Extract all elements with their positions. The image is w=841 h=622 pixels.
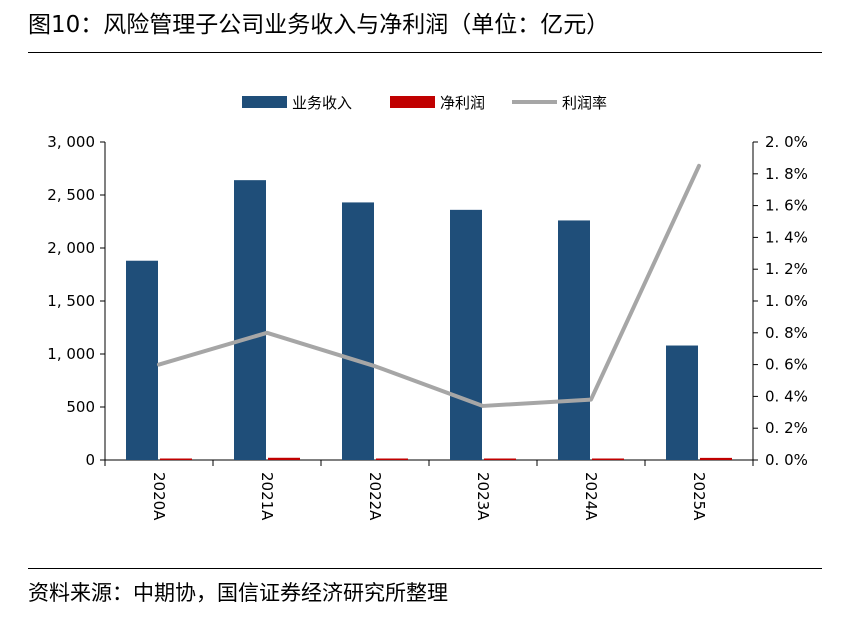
- right-tick-label: 1. 4%: [765, 228, 808, 246]
- right-tick-label: 0. 0%: [765, 451, 808, 469]
- left-tick-label: 3, 000: [47, 133, 95, 151]
- left-tick-label: 0: [85, 451, 95, 469]
- legend-swatch-1: [390, 96, 435, 108]
- legend-label-0: 业务收入: [292, 94, 352, 112]
- source-note: 资料来源：中期协，国信证券经济研究所整理: [28, 581, 448, 605]
- source-rule: [28, 568, 822, 569]
- right-tick-label: 0. 8%: [765, 324, 808, 342]
- bar-revenue-2022A: [342, 202, 374, 461]
- bar-profit-2025A: [700, 457, 732, 460]
- left-tick-label: 2, 000: [47, 239, 95, 257]
- right-tick-label: 1. 6%: [765, 197, 808, 215]
- chart: 业务收入 净利润 利润率 0 500 1, 000 1, 500 2, 000 2, 500 3,…: [47, 94, 808, 521]
- bar-revenue-2024A: [558, 220, 590, 460]
- right-tick-label: 0. 4%: [765, 387, 808, 405]
- bar-profit-2022A: [376, 458, 408, 460]
- legend-swatch-0: [242, 96, 287, 108]
- right-tick-label: 0. 6%: [765, 356, 808, 374]
- right-tick-label: 1. 8%: [765, 165, 808, 183]
- line-margin: [157, 163, 701, 408]
- bar-profit-2024A: [592, 458, 624, 460]
- bar-revenue-2023A: [450, 209, 482, 460]
- left-tick-label: 1, 000: [47, 345, 95, 363]
- bar-profit-2020A: [160, 458, 192, 460]
- x-tick-label: 2025A: [690, 472, 708, 521]
- right-tick-label: 1. 0%: [765, 292, 808, 310]
- bar-profit-2023A: [484, 458, 516, 460]
- chart-title: 图10：风险管理子公司业务收入与净利润（单位：亿元）: [28, 12, 610, 38]
- left-tick-label: 1, 500: [47, 292, 95, 310]
- x-tick-label: 2022A: [366, 472, 384, 521]
- x-tick-label: 2023A: [474, 472, 492, 521]
- x-tick-label: 2024A: [582, 472, 600, 521]
- legend-label-1: 净利润: [440, 94, 485, 112]
- x-tick-label: 2021A: [258, 472, 276, 521]
- bar-revenue-2020A: [126, 260, 158, 460]
- right-tick-label: 2. 0%: [765, 133, 808, 151]
- left-tick-label: 2, 500: [47, 186, 95, 204]
- bar-profit-2021A: [268, 457, 300, 460]
- right-tick-label: 1. 2%: [765, 260, 808, 278]
- title-rule: [28, 52, 822, 53]
- bar-revenue-2025A: [666, 345, 698, 460]
- legend-label-2: 利润率: [562, 94, 607, 112]
- x-tick-label: 2020A: [150, 472, 168, 521]
- left-tick-label: 500: [66, 398, 95, 416]
- right-tick-label: 0. 2%: [765, 419, 808, 437]
- bar-revenue-2021A: [234, 180, 266, 460]
